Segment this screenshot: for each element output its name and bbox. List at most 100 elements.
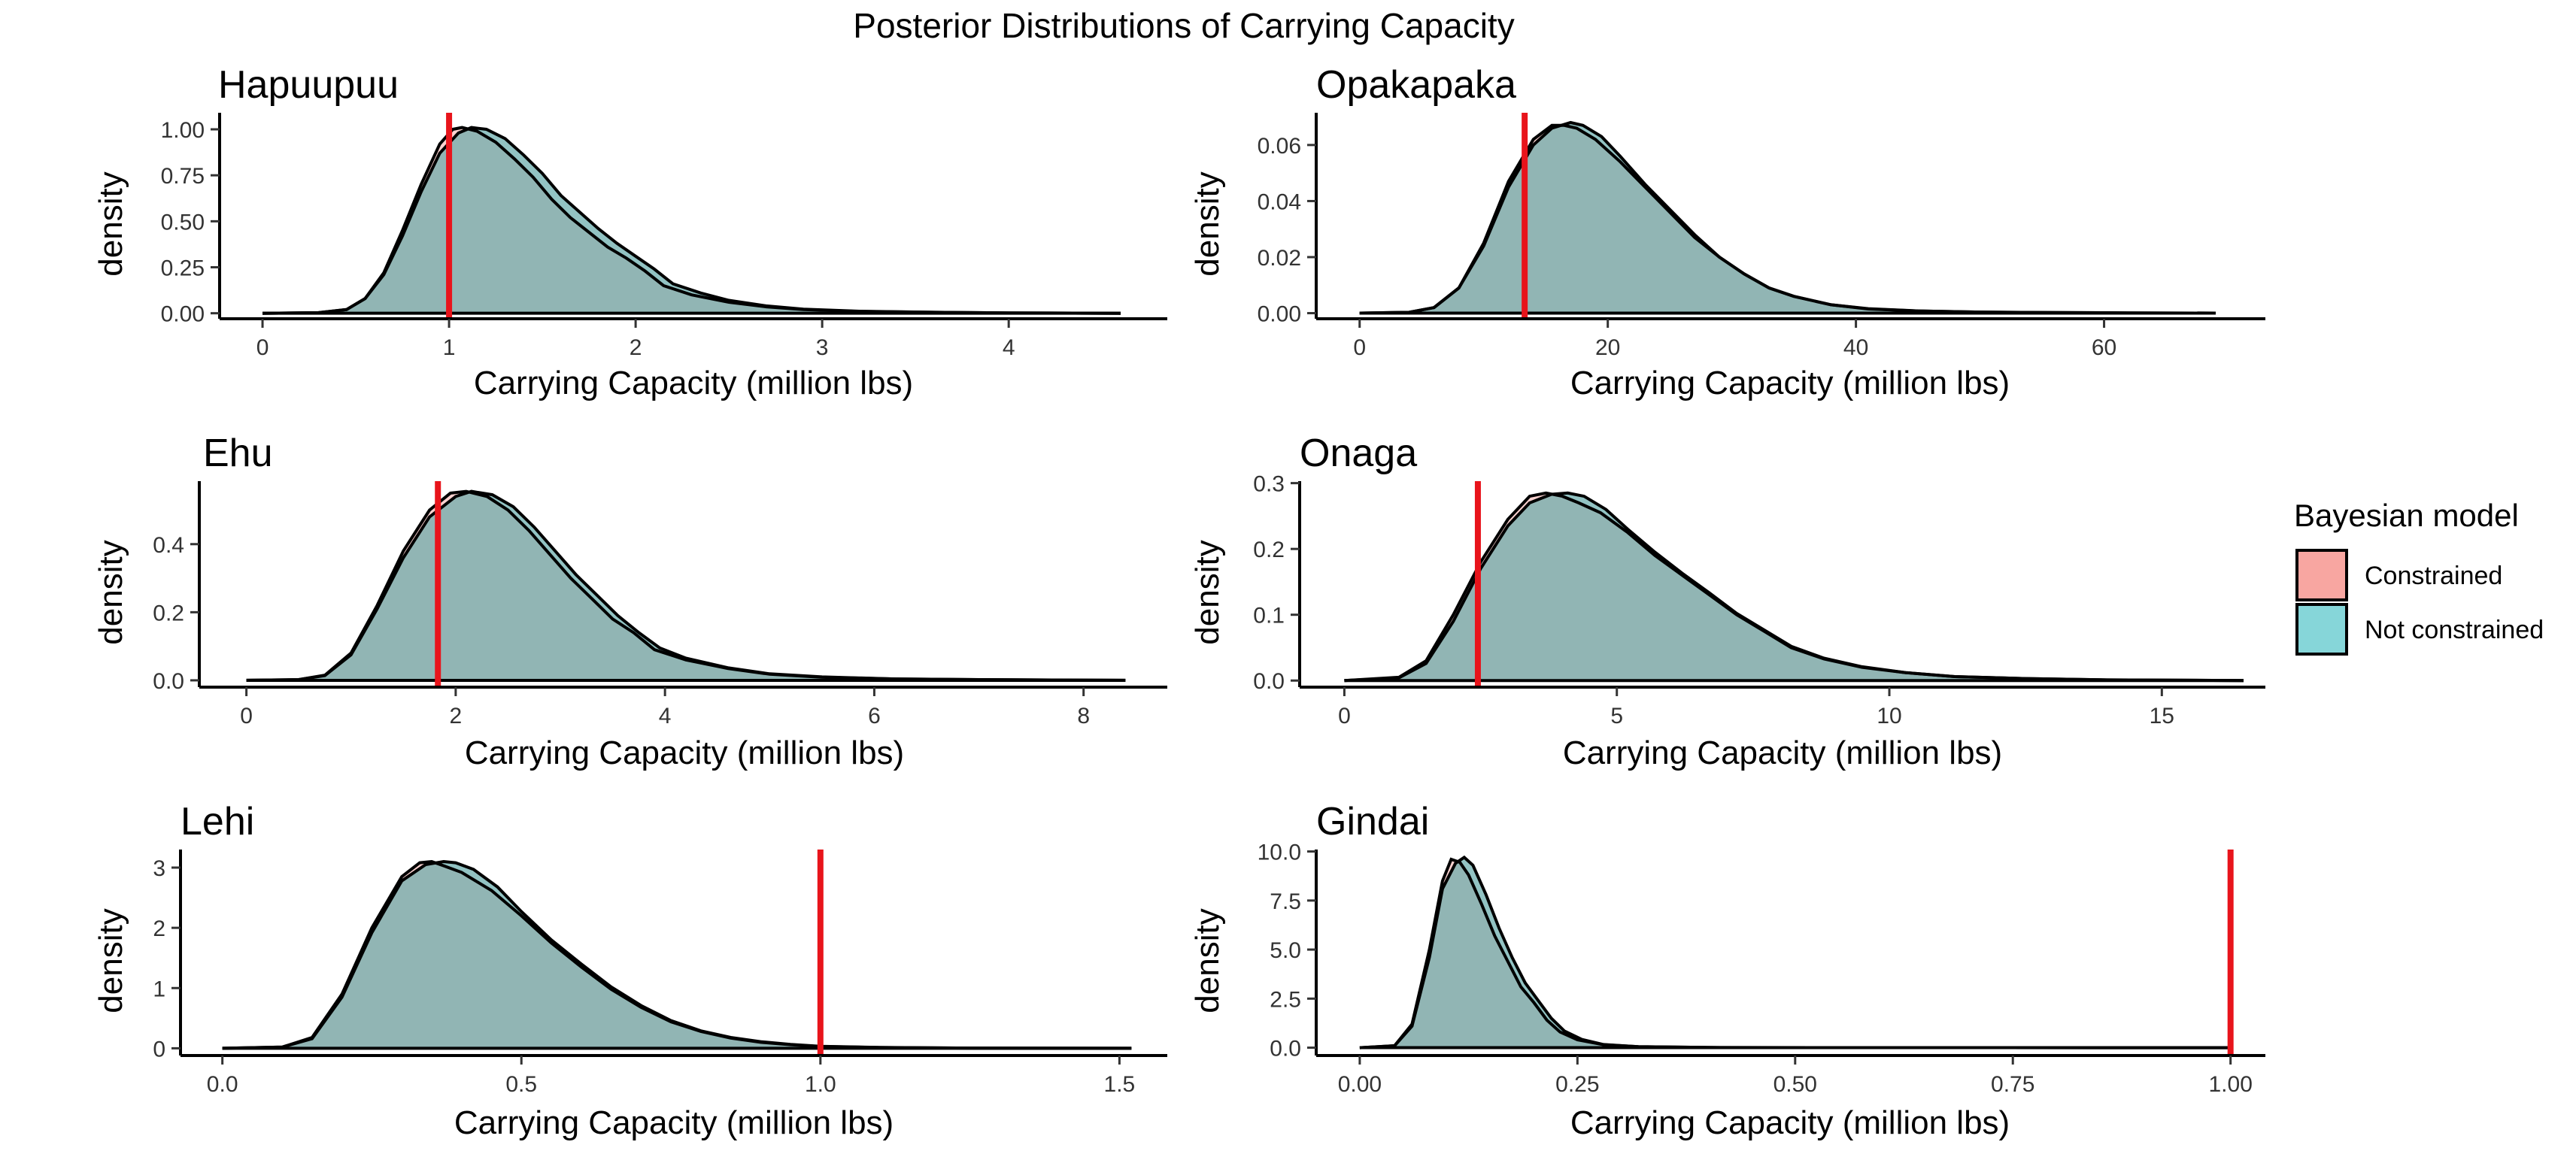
x-tick-label: 1.0 (805, 1072, 836, 1097)
y-axis-title: density (93, 171, 129, 276)
y-tick-label: 10.0 (1258, 841, 1301, 865)
density-area-not-constrained (1359, 857, 2231, 1048)
x-tick-label: 20 (1595, 335, 1620, 360)
density-overlap-shade (1359, 857, 2231, 1048)
x-tick-label: 2 (630, 335, 642, 360)
panel-onaga: 0 5 10 15 0.0 0.1 0.2 0.3 Onaga Carrying Capacity… (1189, 432, 2265, 771)
x-tick-label: 0 (256, 335, 269, 360)
x-axis-title: Carrying Capacity (million lbs) (474, 365, 913, 401)
legend-label: Constrained (2365, 562, 2502, 590)
density-overlap-shade (1344, 492, 2244, 681)
x-tick-label: 1 (443, 335, 456, 360)
density-curve-not-constrained (262, 126, 1121, 315)
y-tick-label: 0.1 (1253, 604, 1285, 628)
y-tick-label: 0.4 (153, 533, 184, 558)
density-area-not-constrained (262, 127, 1121, 313)
density-area-not-constrained (1359, 123, 2216, 313)
x-tick-label: 0.00 (1338, 1072, 1382, 1097)
panel-ehu: 0 2 4 6 8 0.0 0.2 0.4 Ehu Carrying Capacity (mill… (93, 432, 1167, 771)
x-tick-label: 0.50 (1773, 1072, 1817, 1097)
y-tick-label: 2 (153, 916, 165, 941)
y-tick-label: 0.75 (161, 164, 205, 189)
density-curve-not-constrained (1359, 120, 2216, 315)
x-tick-label: 1.00 (2208, 1072, 2252, 1097)
y-tick-label: 0.50 (161, 210, 205, 235)
legend-title: Bayesian model (2294, 498, 2519, 533)
y-tick-label: 0.0 (1253, 669, 1285, 694)
y-tick-label: 0 (153, 1037, 165, 1062)
y-tick-label: 1.00 (161, 118, 205, 143)
legend-swatch-constrained (2295, 549, 2348, 601)
density-area-not-constrained (246, 491, 1126, 680)
x-axis-title: Carrying Capacity (million lbs) (1563, 735, 2002, 771)
y-tick-label: 0.00 (161, 302, 205, 327)
x-axis-title: Carrying Capacity (million lbs) (1570, 1104, 2010, 1141)
density-curve-not-constrained (1359, 855, 2231, 1050)
panel-title: Onaga (1300, 432, 1417, 475)
legend: Bayesian model Constrained Not constrained (2294, 498, 2544, 656)
y-tick-label: 0.00 (1258, 302, 1301, 327)
x-axis-title: Carrying Capacity (million lbs) (1570, 365, 2010, 401)
y-axis-title: density (1189, 171, 1226, 276)
x-tick-label: 1.5 (1104, 1072, 1136, 1097)
panel-title: Hapuupuu (218, 63, 399, 107)
x-axis-title: Carrying Capacity (million lbs) (454, 1104, 894, 1141)
density-area-not-constrained (222, 862, 1132, 1049)
y-tick-label: 0.25 (161, 256, 205, 281)
legend-swatch-not-constrained (2295, 603, 2348, 656)
y-tick-label: 0.02 (1258, 246, 1301, 271)
y-tick-label: 2.5 (1270, 987, 1301, 1012)
y-tick-label: 0.04 (1258, 189, 1301, 214)
panel-hapuupuu: 0 1 2 3 4 0.00 0.25 0.50 0.75 1.00 Hapuupuu Carryin… (93, 63, 1167, 401)
x-tick-label: 0.75 (1991, 1072, 2034, 1097)
panel-title: Lehi (181, 800, 254, 844)
panel-title: Ehu (203, 432, 273, 475)
x-tick-label: 10 (1877, 704, 1901, 728)
y-axis-title: density (93, 908, 129, 1013)
x-tick-label: 2 (450, 704, 463, 728)
y-tick-label: 5.0 (1270, 938, 1301, 963)
panel-lehi: 0.0 0.5 1.0 1.5 0 1 2 3 Lehi Carrying Capacity (m… (93, 800, 1167, 1141)
y-tick-label: 3 (153, 856, 165, 881)
x-tick-label: 3 (816, 335, 829, 360)
x-tick-label: 8 (1077, 704, 1090, 728)
y-tick-label: 1 (153, 977, 165, 1001)
panel-title: Opakapaka (1316, 63, 1516, 107)
y-axis-title: density (1189, 540, 1226, 644)
panel-opakapaka: 0 20 40 60 0.00 0.02 0.04 0.06 Opakapaka Carrying… (1189, 63, 2265, 401)
x-tick-label: 0.0 (207, 1072, 238, 1097)
x-tick-label: 4 (1003, 335, 1015, 360)
x-tick-label: 0 (1338, 704, 1351, 728)
density-overlap-shade (262, 127, 1121, 313)
x-tick-label: 60 (2092, 335, 2116, 360)
panel-gindai: 0.00 0.25 0.50 0.75 1.00 0.0 2.5 5.0 7.5 10.0 Gind… (1189, 800, 2265, 1141)
x-axis-title: Carrying Capacity (million lbs) (465, 735, 904, 771)
density-curve-not-constrained (246, 489, 1126, 682)
density-area-not-constrained (1344, 492, 2244, 681)
x-tick-label: 40 (1843, 335, 1868, 360)
y-tick-label: 7.5 (1270, 889, 1301, 914)
density-curve-not-constrained (222, 859, 1132, 1050)
y-tick-label: 0.3 (1253, 472, 1285, 497)
y-tick-label: 0.0 (1270, 1037, 1301, 1062)
figure-title: Posterior Distributions of Carrying Capa… (853, 6, 1514, 45)
y-tick-label: 0.0 (153, 669, 184, 694)
x-tick-label: 15 (2150, 704, 2174, 728)
panel-title: Gindai (1316, 800, 1429, 844)
x-tick-label: 0 (1353, 335, 1366, 360)
y-tick-label: 0.2 (1253, 538, 1285, 562)
y-tick-label: 0.06 (1258, 134, 1301, 159)
y-tick-label: 0.2 (153, 601, 184, 625)
x-tick-label: 4 (659, 704, 672, 728)
density-overlap-shade (222, 862, 1132, 1049)
x-tick-label: 6 (868, 704, 881, 728)
density-overlap-shade (1359, 123, 2216, 313)
y-axis-title: density (93, 540, 129, 644)
x-tick-label: 5 (1610, 704, 1623, 728)
density-overlap-shade (246, 491, 1126, 680)
x-tick-label: 0.25 (1555, 1072, 1599, 1097)
x-tick-label: 0 (240, 704, 253, 728)
legend-label: Not constrained (2365, 616, 2544, 644)
